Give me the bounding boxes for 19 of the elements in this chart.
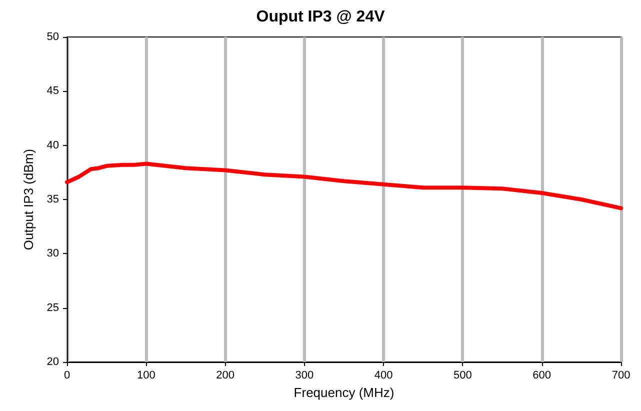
x-tick-label: 300	[295, 370, 314, 382]
y-axis-title: Output IP3 (dBm)	[21, 148, 36, 250]
x-tick-label: 600	[532, 370, 552, 382]
y-tick-label: 50	[46, 31, 59, 43]
chart-title: Ouput IP3 @ 24V	[256, 8, 386, 26]
x-tick-label: 700	[612, 370, 630, 382]
x-tick-label: 500	[454, 370, 472, 382]
y-tick-label: 35	[46, 194, 59, 206]
x-tick-label: 0	[64, 370, 70, 382]
y-tick-label: 20	[46, 356, 59, 368]
y-tick-label: 40	[46, 139, 59, 152]
line-series	[65, 162, 623, 210]
x-tick-label: 200	[216, 370, 234, 382]
y-tick-label: 25	[46, 302, 59, 314]
x-axis-title: Frequency (MHz)	[294, 384, 394, 400]
x-tick-label: 100	[136, 370, 156, 382]
y-tick-label: 45	[46, 85, 59, 98]
x-tick-label: 400	[374, 370, 393, 382]
y-tick-label: 30	[46, 248, 59, 260]
